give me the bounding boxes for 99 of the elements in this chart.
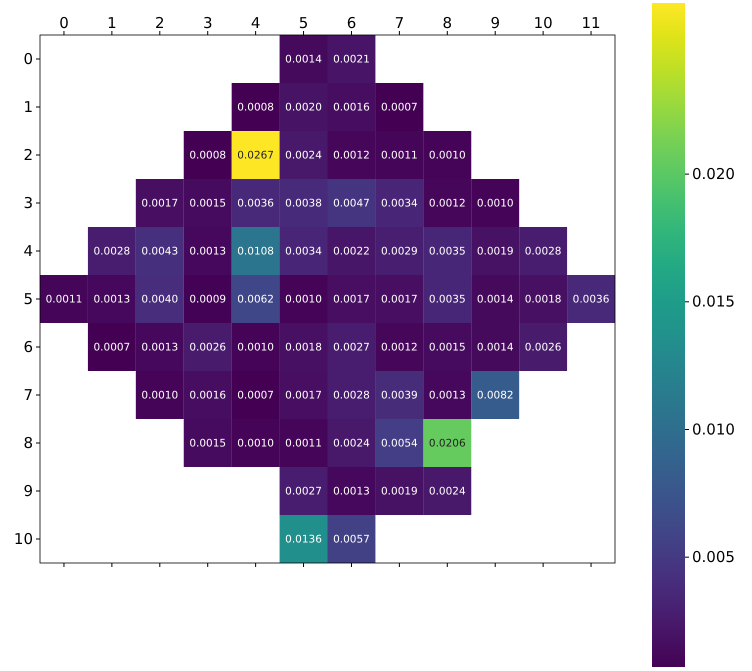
data-label: 0.0036: [237, 198, 274, 210]
color-bar-label: 0.015: [692, 292, 735, 311]
data-label: 0.0010: [476, 198, 514, 210]
data-label: 0.0016: [189, 390, 226, 402]
data-label: 0.0057: [333, 534, 370, 546]
x-tick-label: 10: [534, 14, 553, 32]
data-label: 0.0036: [572, 294, 610, 306]
data-label: 0.0010: [428, 150, 466, 162]
color-bar-label: 0.005: [692, 548, 735, 566]
data-label: 0.0062: [237, 294, 274, 306]
x-tick-label: 4: [250, 14, 260, 32]
x-tick-label: 8: [442, 14, 452, 32]
x-tick-label: 0: [59, 14, 69, 32]
data-label: 0.0035: [428, 294, 466, 306]
x-tick-label: 7: [394, 14, 404, 32]
data-label: 0.0024: [428, 486, 466, 498]
data-label: 0.0026: [524, 342, 562, 354]
x-tick-label: 2: [155, 14, 165, 32]
data-label: 0.0021: [333, 54, 370, 66]
data-label: 0.0014: [476, 342, 514, 354]
data-label: 0.0024: [333, 438, 370, 450]
data-label: 0.0136: [285, 534, 322, 546]
data-label: 0.0206: [428, 438, 466, 450]
data-label: 0.0011: [285, 438, 322, 450]
data-label: 0.0014: [285, 54, 322, 66]
data-label: 0.0013: [333, 486, 370, 498]
data-label: 0.0035: [428, 246, 466, 258]
y-tick-label: 5: [23, 290, 33, 308]
y-tick-label: 3: [23, 194, 33, 212]
data-label: 0.0010: [285, 294, 322, 306]
data-label: 0.0015: [189, 438, 226, 450]
data-label: 0.0108: [237, 246, 274, 258]
y-tick-label: 0: [23, 50, 33, 68]
data-label: 0.0014: [476, 294, 514, 306]
data-label: 0.0054: [381, 438, 418, 450]
data-label: 0.0038: [285, 198, 322, 210]
x-tick-label: 6: [346, 14, 356, 32]
data-label: 0.0008: [237, 102, 274, 114]
data-label: 0.0013: [428, 390, 466, 402]
data-label: 0.0028: [94, 246, 130, 258]
color-bar-label: 0.010: [692, 420, 735, 438]
data-label: 0.0267: [237, 150, 274, 162]
data-label: 0.0010: [237, 342, 274, 354]
data-label: 0.0020: [285, 102, 322, 114]
data-label: 0.0034: [285, 246, 322, 258]
data-label: 0.0028: [524, 246, 562, 258]
data-label: 0.0011: [46, 294, 82, 306]
data-label: 0.0012: [381, 342, 418, 354]
data-label: 0.0008: [189, 150, 226, 162]
x-tick-label: 1: [107, 14, 117, 32]
data-label: 0.0024: [285, 150, 322, 162]
data-label: 0.0039: [381, 390, 418, 402]
y-tick-label: 9: [23, 482, 33, 500]
color-bar-label: 0.020: [692, 164, 735, 183]
data-label: 0.0034: [381, 198, 418, 210]
data-label: 0.0047: [333, 198, 370, 210]
x-tick-label: 5: [298, 14, 308, 32]
data-label: 0.0028: [333, 390, 370, 402]
data-label: 0.0018: [524, 294, 562, 306]
data-label: 0.0029: [381, 246, 418, 258]
data-label: 0.0022: [333, 246, 370, 258]
y-tick-label: 10: [14, 530, 33, 548]
data-label: 0.0018: [285, 342, 322, 354]
data-label: 0.0013: [94, 294, 130, 306]
y-tick-label: 2: [23, 146, 33, 164]
data-label: 0.0082: [476, 390, 514, 402]
data-label: 0.0007: [94, 342, 130, 354]
data-label: 0.0010: [237, 438, 274, 450]
y-tick-label: 8: [23, 434, 33, 452]
data-label: 0.0013: [141, 342, 178, 354]
data-label: 0.0019: [381, 486, 418, 498]
data-label: 0.0009: [189, 294, 226, 306]
data-label: 0.0012: [428, 198, 466, 210]
x-tick-label: 11: [581, 14, 601, 32]
data-label: 0.0015: [428, 342, 466, 354]
data-label: 0.0012: [333, 150, 370, 162]
y-tick-label: 7: [23, 386, 33, 404]
data-label: 0.0007: [381, 102, 418, 114]
data-label: 0.0043: [141, 246, 178, 258]
data-label: 0.0027: [285, 486, 322, 498]
data-label: 0.0010: [141, 390, 178, 402]
data-label: 0.0013: [189, 246, 226, 258]
data-label: 0.0019: [476, 246, 514, 258]
data-label: 0.0017: [285, 390, 322, 402]
data-label: 0.0015: [189, 198, 226, 210]
data-label: 0.0016: [333, 102, 370, 114]
data-label: 0.0027: [333, 342, 370, 354]
data-label: 0.0017: [381, 294, 418, 306]
x-tick-label: 9: [490, 14, 500, 32]
y-tick-label: 1: [23, 98, 33, 116]
y-tick-label: 4: [23, 242, 33, 260]
data-label: 0.0040: [141, 294, 178, 306]
data-label: 0.0026: [189, 342, 226, 354]
data-label: 0.0017: [333, 294, 370, 306]
data-label: 0.0007: [237, 390, 274, 402]
data-label: 0.0011: [381, 150, 418, 162]
x-tick-label: 3: [202, 14, 212, 32]
y-tick-label: 6: [23, 338, 33, 356]
data-label: 0.0017: [141, 198, 178, 210]
